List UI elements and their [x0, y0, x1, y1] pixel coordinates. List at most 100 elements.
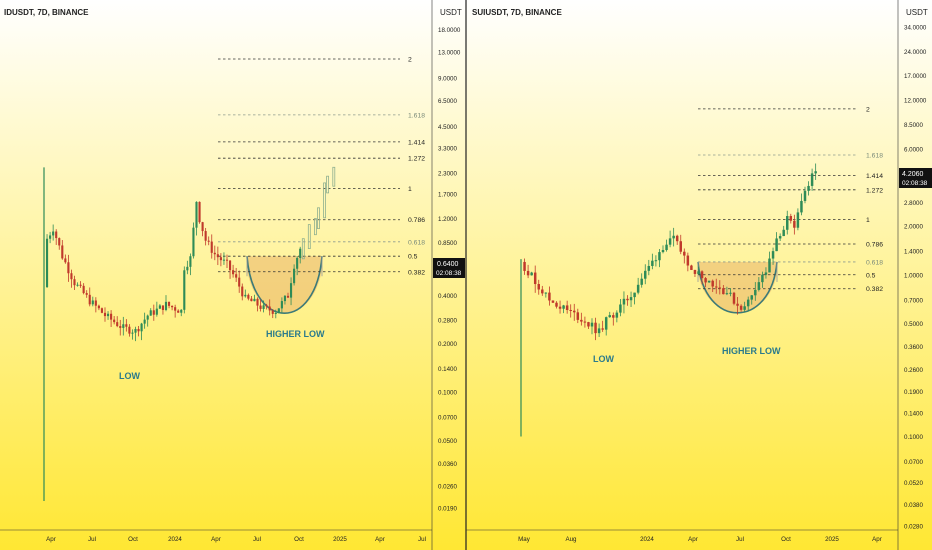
candle-body	[711, 280, 714, 287]
projection-bar	[313, 218, 317, 236]
candle-body	[771, 251, 775, 259]
candle-body	[49, 235, 52, 239]
candle-body	[247, 294, 250, 299]
candle-body	[725, 293, 729, 295]
x-tick-label: Apr	[211, 536, 221, 543]
candle-body	[158, 305, 161, 309]
y-tick-label: 1.7000	[438, 192, 457, 199]
candle-body	[530, 272, 533, 276]
candle-body	[555, 302, 558, 307]
candle-body	[565, 305, 569, 310]
candle-body	[140, 323, 143, 332]
projection-bar	[323, 182, 327, 219]
x-tick-label: Apr	[688, 536, 698, 543]
candle-body	[576, 312, 580, 320]
candle-body	[537, 284, 540, 290]
y-tick-label: 0.1000	[438, 390, 457, 397]
y-tick-label: 4.5000	[438, 124, 457, 131]
candle-body	[238, 277, 241, 287]
y-tick-label: 0.2600	[904, 367, 923, 374]
last-price-tag: 4.2060 02:08:38	[899, 168, 932, 188]
candle-body	[232, 270, 235, 275]
candle-body	[82, 285, 85, 294]
chart-panel-idusdt[interactable]: IDUSDT, 7D, BINANCE USDT 18.0000 13.0000 9…	[0, 0, 465, 550]
candle-body	[658, 252, 661, 261]
candle-body	[286, 295, 290, 298]
fib-label: 2	[866, 106, 870, 113]
candle-body	[259, 305, 262, 309]
projection-bar	[317, 207, 320, 230]
candle-body	[122, 324, 125, 328]
candle-body	[690, 265, 693, 270]
fib-label: 0.382	[866, 286, 883, 293]
y-tick-label: 3.3000	[438, 145, 457, 152]
candle-body	[204, 231, 207, 241]
y-tick-label: 0.0260	[438, 484, 457, 491]
candle-body	[626, 298, 629, 301]
fib-label: 0.786	[866, 242, 883, 249]
x-tick-label: Jul	[88, 536, 96, 543]
y-tick-label: 24.0000	[904, 49, 927, 56]
candle-body	[110, 313, 113, 320]
candle-body	[134, 328, 137, 333]
candle-body	[672, 235, 675, 239]
bar-countdown: 02:08:38	[436, 270, 462, 277]
x-axis-ticks: May Aug 2024 Apr Jul Oct 2025 Apr	[518, 536, 882, 543]
candle-body	[807, 185, 810, 191]
candle-body	[533, 272, 537, 285]
y-tick-label: 0.0190	[438, 506, 457, 513]
candle-body	[757, 282, 761, 290]
candle-body	[198, 201, 201, 223]
fib-label: 1.272	[866, 187, 883, 194]
chart-panel-suiusdt[interactable]: SUIUSDT, 7D, BINANCE USDT 34.0000 24.0000…	[466, 0, 932, 550]
candle-body	[213, 252, 216, 255]
candle-body	[761, 274, 764, 283]
candle-body	[137, 328, 140, 332]
x-tick-label: May	[518, 536, 531, 543]
candle-body	[152, 310, 155, 315]
y-tick-label: 1.2000	[438, 216, 457, 223]
candle-body	[296, 257, 299, 269]
y-tick-label: 0.7000	[904, 297, 923, 304]
low-annotation: LOW	[119, 371, 140, 381]
candle-body	[180, 309, 183, 313]
candle-body	[718, 287, 722, 289]
candle-body	[810, 173, 814, 186]
candle-body	[94, 300, 97, 306]
candle-body	[636, 284, 640, 293]
candle-body	[222, 259, 226, 261]
y-tick-label: 0.0520	[904, 480, 923, 487]
y-tick-label: 0.0700	[904, 459, 923, 466]
candle-body	[732, 292, 736, 304]
chart-title: SUIUSDT, 7D, BINANCE	[472, 8, 562, 17]
fib-label: 1.414	[408, 139, 425, 146]
candle-body	[241, 286, 244, 297]
candle-body	[61, 245, 64, 259]
y-tick-label: 2.8000	[904, 200, 923, 207]
cup-curve	[246, 256, 323, 314]
candle-body	[551, 300, 555, 303]
candle-body	[764, 272, 768, 275]
candle-body	[116, 322, 119, 327]
candle-body	[167, 301, 171, 306]
fib-label: 0.5	[408, 254, 418, 261]
projection-bars	[301, 166, 336, 260]
fib-label: 1.272	[408, 156, 425, 163]
x-axis-ticks: Apr Jul Oct 2024 Apr Jul Oct 2025 Apr Jul	[46, 536, 426, 543]
candle-body	[590, 322, 594, 327]
candle-body	[228, 260, 232, 271]
candle-body	[52, 231, 55, 236]
candle-body	[644, 270, 647, 279]
last-price-tag: 0.6400 02:08:38	[433, 258, 465, 278]
fib-label: 1.618	[408, 112, 425, 119]
candle-body	[587, 322, 590, 327]
candle-body	[594, 322, 597, 334]
y-tick-label: 1.4000	[904, 249, 923, 256]
candle-body	[722, 288, 725, 295]
candle-body	[76, 284, 79, 286]
candle-body	[253, 298, 256, 302]
candle-body	[608, 315, 611, 318]
last-price: 4.2060	[902, 171, 924, 178]
candles	[43, 167, 302, 502]
candle-body	[277, 308, 280, 313]
